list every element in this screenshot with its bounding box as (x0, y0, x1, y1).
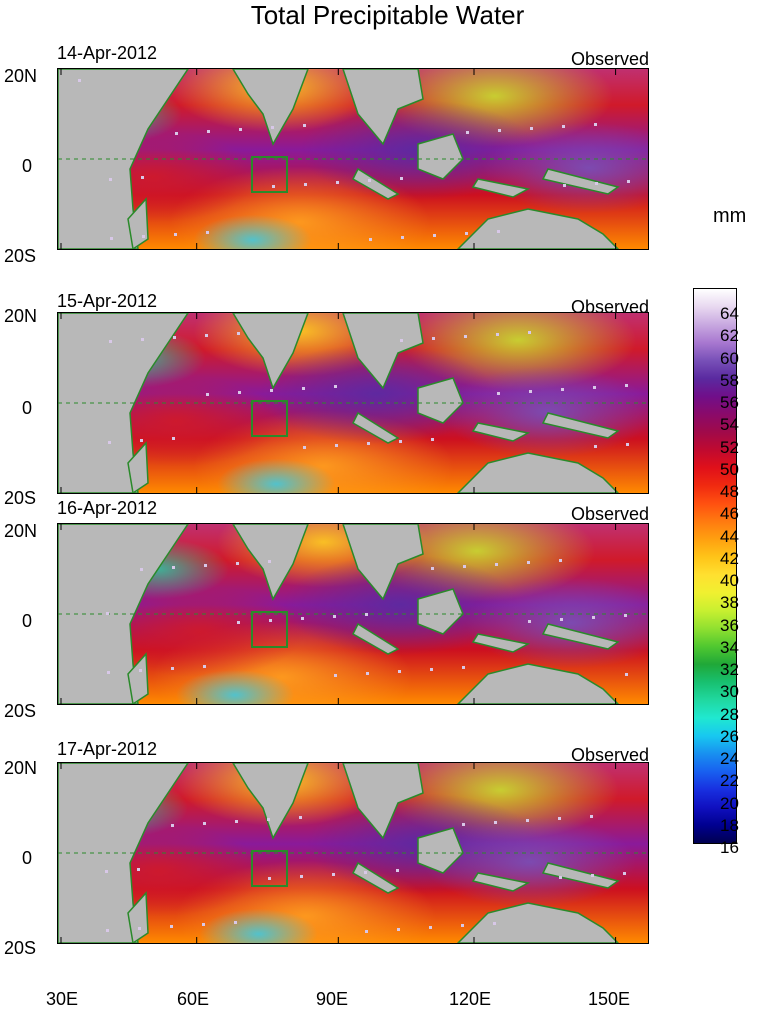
colorbar-label: 50 (720, 459, 739, 479)
y-label-20s: 20S (4, 701, 37, 721)
colorbar-label: 32 (720, 660, 739, 679)
x-label-90e: 90E (315, 989, 349, 1009)
map-panel-3: 16-Apr-2012 Observed 20N 0 20S (0, 497, 775, 747)
colorbar-label: 46 (720, 504, 739, 524)
y-label-20n: 20N (4, 66, 38, 86)
colorbar-label: 38 (720, 593, 739, 613)
colorbar-label: 36 (720, 615, 739, 635)
panel-date: 14-Apr-2012 (57, 43, 158, 63)
colorbar-label: 20 (720, 793, 739, 813)
y-label-0: 0 (22, 611, 33, 631)
y-label-0: 0 (22, 398, 33, 418)
colorbar-label: 22 (720, 771, 739, 791)
colorbar-label: 56 (720, 393, 739, 412)
x-label-60e: 60E (176, 989, 210, 1009)
y-label-20s: 20S (4, 938, 37, 958)
precipitable-water-map (57, 312, 649, 494)
y-label-0: 0 (22, 848, 33, 868)
y-label-20n: 20N (4, 521, 38, 541)
panel-observed-label: Observed (570, 504, 649, 524)
panel-observed-label: Observed (570, 49, 649, 69)
precipitable-water-map (57, 762, 649, 944)
y-label-20s: 20S (4, 488, 37, 508)
colorbar-label: 58 (720, 370, 739, 390)
colorbar-label: 16 (720, 838, 739, 857)
colorbar-label: 60 (720, 348, 739, 368)
colorbar-label: 54 (720, 415, 739, 435)
colorbar-label: 52 (720, 437, 739, 457)
colorbar-label: 30 (720, 682, 739, 702)
colorbar-label: 44 (720, 526, 739, 546)
colorbar-label: 18 (720, 815, 739, 835)
colorbar-label: 34 (720, 637, 739, 657)
y-label-20s: 20S (4, 246, 37, 266)
colorbar-unit: mm (713, 205, 747, 227)
colorbar-label: 48 (720, 482, 739, 501)
precipitable-water-map (57, 523, 649, 705)
colorbar-label: 28 (720, 704, 739, 724)
colorbar-label: 40 (720, 571, 739, 590)
y-label-20n: 20N (4, 306, 38, 326)
y-label-20n: 20N (4, 758, 38, 778)
map-panel-1: 14-Apr-2012 Observed 20N 0 20S (0, 42, 775, 292)
y-label-0: 0 (22, 156, 33, 176)
precipitable-water-map (57, 68, 649, 250)
colorbar-label: 42 (720, 548, 739, 568)
colorbar-label: 26 (720, 726, 739, 746)
panel-observed-label: Observed (570, 745, 649, 765)
colorbar (693, 288, 737, 844)
map-panel-4: 17-Apr-2012 Observed 20N 0 20S (0, 738, 775, 988)
colorbar-label: 24 (720, 749, 739, 768)
colorbar-label: 62 (720, 326, 739, 346)
map-panel-2: 15-Apr-2012 Observed 20N 0 20S (0, 290, 775, 540)
x-label-120e: 120E (448, 989, 492, 1009)
panel-date: 15-Apr-2012 (57, 291, 158, 311)
x-label-30e: 30E (45, 989, 79, 1009)
panel-date: 17-Apr-2012 (57, 739, 158, 759)
colorbar-label: 64 (720, 304, 739, 323)
x-label-150e: 150E (587, 989, 631, 1009)
figure-title: Total Precipitable Water (250, 0, 525, 30)
panel-date: 16-Apr-2012 (57, 498, 158, 518)
